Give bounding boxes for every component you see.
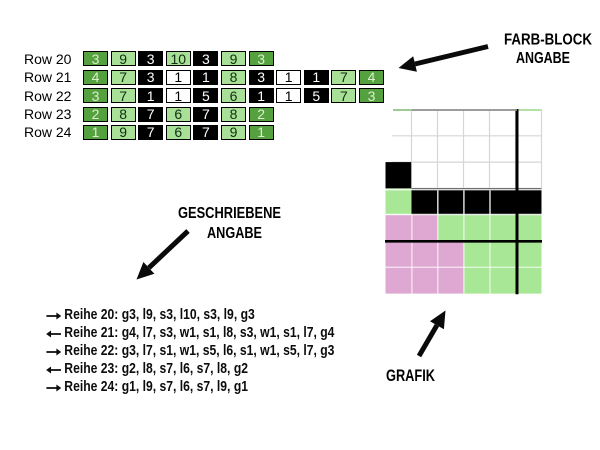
svg-text:ANGABE: ANGABE [207, 225, 262, 242]
svg-text:FARB-BLOCK: FARB-BLOCK [504, 32, 592, 49]
svg-text:ANGABE: ANGABE [516, 50, 570, 67]
svg-text:GRAFIK: GRAFIK [386, 367, 435, 385]
svg-text:GESCHRIEBENE: GESCHRIEBENE [178, 205, 281, 222]
